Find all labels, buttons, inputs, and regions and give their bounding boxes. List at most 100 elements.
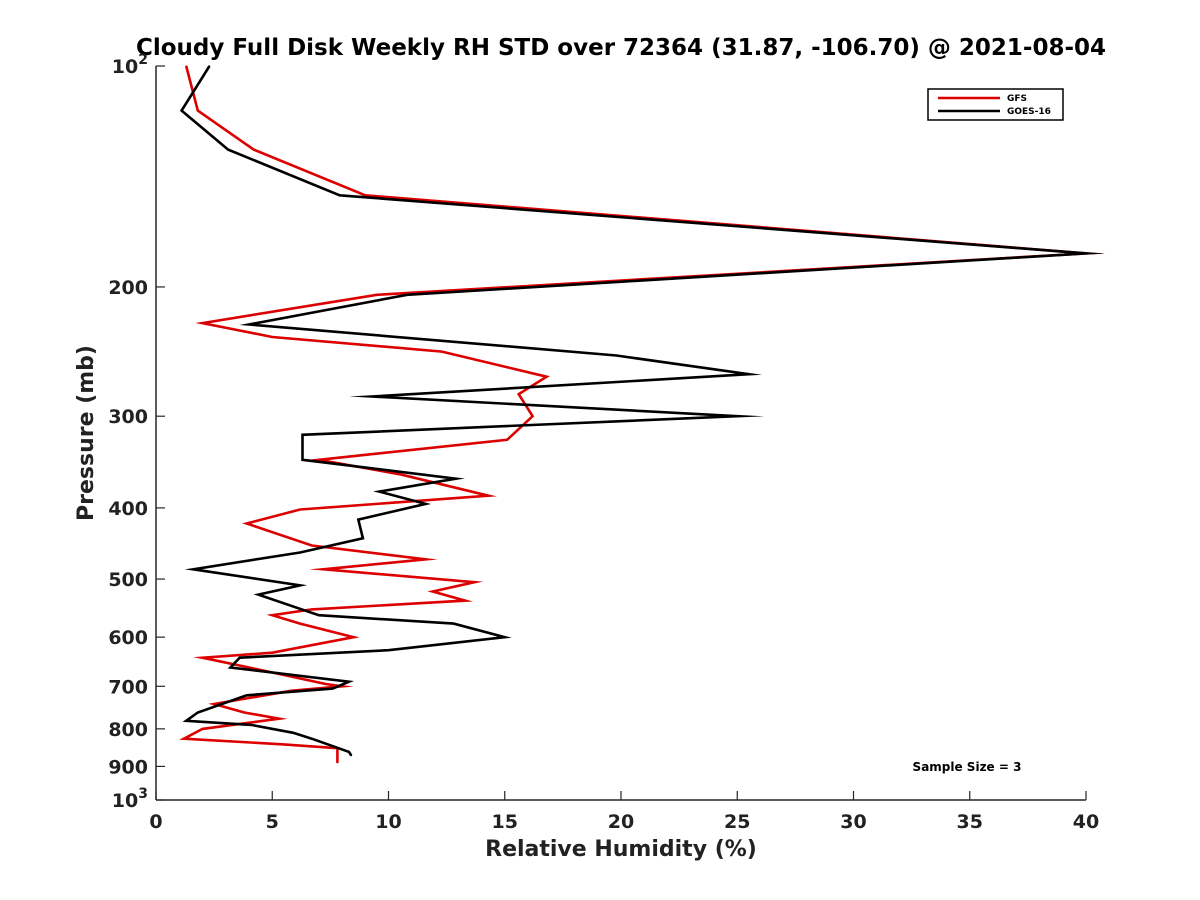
y-tick-label: 102	[112, 52, 148, 78]
data-point	[208, 65, 211, 67]
data-point	[453, 623, 455, 625]
data-point	[243, 711, 245, 714]
data-point	[736, 415, 738, 417]
x-tick-label: 30	[840, 811, 866, 833]
data-point	[301, 459, 304, 461]
data-point	[311, 608, 313, 611]
data-point	[441, 351, 443, 353]
x-tick-label: 10	[375, 811, 401, 833]
data-point	[246, 694, 248, 696]
data-point	[197, 711, 199, 714]
data-point	[432, 590, 434, 593]
x-axis-ticks: 0 5 10 15 20 25 30 35 40	[149, 791, 1099, 833]
data-point	[473, 581, 476, 583]
data-point	[227, 149, 229, 151]
x-tick-label: 20	[608, 811, 634, 833]
data-point	[213, 703, 215, 705]
data-point	[248, 666, 250, 669]
x-tick-label: 0	[149, 811, 162, 833]
data-point	[201, 322, 204, 324]
y-axis-label: Pressure (mb)	[74, 345, 99, 521]
data-point	[271, 614, 273, 616]
x-tick-label: 40	[1073, 811, 1099, 833]
data-point	[278, 718, 280, 720]
data-point	[336, 762, 338, 764]
data-point	[487, 495, 490, 497]
data-point	[318, 459, 320, 461]
legend: GFS GOES-16	[927, 88, 1064, 121]
data-point	[181, 110, 183, 112]
data-point	[376, 294, 378, 296]
data-point	[185, 720, 187, 722]
y-tick-exponent: 2	[138, 52, 148, 68]
data-point	[183, 738, 185, 740]
y-tick-label: 103	[112, 786, 148, 812]
data-point	[271, 336, 273, 338]
data-point	[399, 473, 401, 475]
data-point	[322, 568, 324, 570]
data-point	[406, 294, 408, 296]
data-point	[348, 751, 350, 753]
y-tick-base: 10	[112, 56, 138, 78]
data-point	[546, 376, 548, 378]
data-point	[301, 434, 304, 436]
data-point	[332, 688, 334, 690]
data-point	[271, 652, 273, 654]
data-point	[283, 743, 285, 746]
legend-label: GOES-16	[1007, 107, 1051, 117]
data-point	[353, 636, 355, 638]
series-goes-16	[179, 65, 1105, 757]
data-point	[250, 724, 252, 726]
legend-box	[927, 88, 1064, 121]
data-point	[292, 732, 294, 734]
data-point	[748, 373, 750, 375]
data-point	[325, 683, 327, 685]
data-point	[192, 568, 194, 570]
data-point	[362, 537, 364, 539]
data-point	[357, 519, 359, 521]
y-tick-base: 10	[112, 790, 138, 812]
data-point	[299, 551, 301, 554]
y-tick-label: 300	[108, 406, 148, 428]
y-tick-label: 800	[108, 719, 148, 741]
x-tick-label: 5	[266, 811, 279, 833]
data-point	[425, 503, 427, 505]
data-point	[532, 415, 534, 417]
y-tick-label: 700	[108, 676, 148, 698]
data-point	[239, 657, 241, 659]
chart-title: Cloudy Full Disk Weekly RH STD over 7236…	[136, 35, 1106, 61]
data-point	[201, 728, 204, 730]
data-point	[197, 110, 199, 112]
data-point	[506, 439, 508, 441]
data-point	[339, 194, 341, 196]
data-point	[185, 65, 187, 67]
x-tick-label: 35	[957, 811, 983, 833]
data-point	[518, 393, 520, 395]
data-point	[311, 738, 313, 740]
data-point	[350, 755, 352, 757]
data-point	[229, 666, 231, 669]
data-point	[299, 584, 301, 587]
y-tick-label: 900	[108, 756, 148, 778]
data-point	[201, 657, 204, 659]
x-tick-label: 15	[492, 811, 518, 833]
data-point	[371, 395, 373, 398]
y-tick-label: 400	[108, 498, 148, 520]
data-point	[246, 522, 248, 525]
data-point	[387, 649, 390, 651]
y-tick-label: 600	[108, 627, 148, 649]
data-point	[248, 323, 250, 326]
series-lines	[179, 65, 1105, 764]
x-tick-label: 25	[724, 811, 750, 833]
legend-label: GFS	[1007, 94, 1027, 104]
data-point	[615, 354, 618, 357]
y-tick-exponent: 3	[138, 786, 148, 802]
sample-size-annotation: Sample Size = 3	[913, 760, 1022, 774]
x-axis-label: Relative Humidity (%)	[485, 837, 757, 862]
data-point	[299, 508, 301, 511]
data-point	[378, 491, 380, 493]
data-point	[464, 600, 466, 602]
y-tick-label: 500	[108, 569, 148, 591]
